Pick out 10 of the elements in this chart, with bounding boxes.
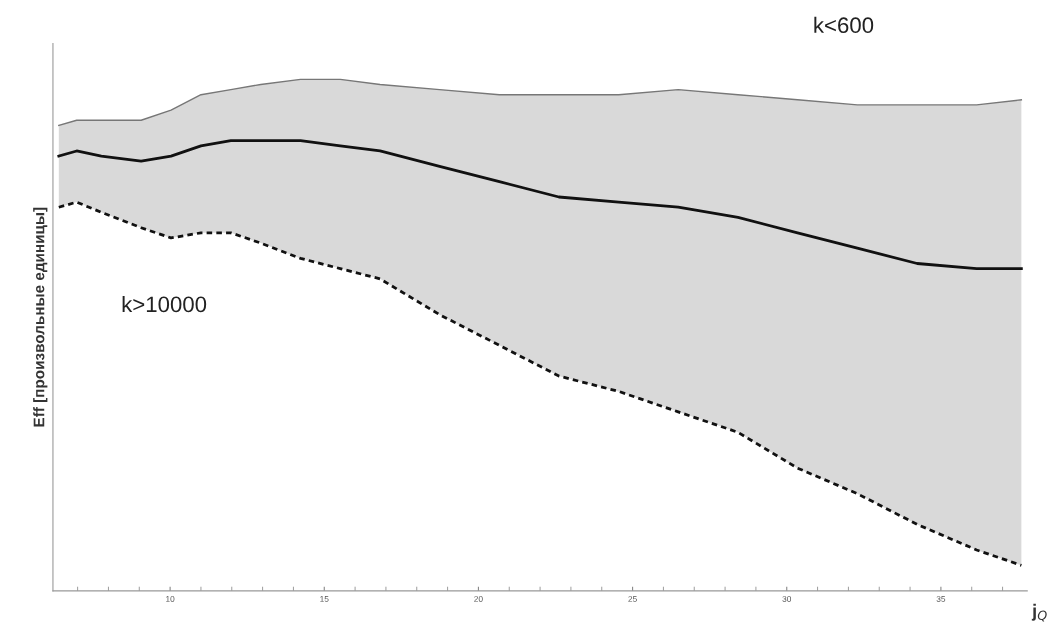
x-tick-label: 10 [166,595,175,602]
x-tick-label: 20 [474,595,483,602]
x-tick-label: 15 [320,596,329,602]
y-axis-title: Eff [произвольные единицы] [33,207,48,427]
annotation: k>10000 [122,295,207,313]
x-axis-title: j$_{Q}$ [1031,603,1047,622]
x-tick-label: 25 [628,595,637,602]
x-tick-label: 30 [782,595,792,602]
x-tick-label: 35 [936,595,946,602]
text: k<600 [814,16,874,34]
